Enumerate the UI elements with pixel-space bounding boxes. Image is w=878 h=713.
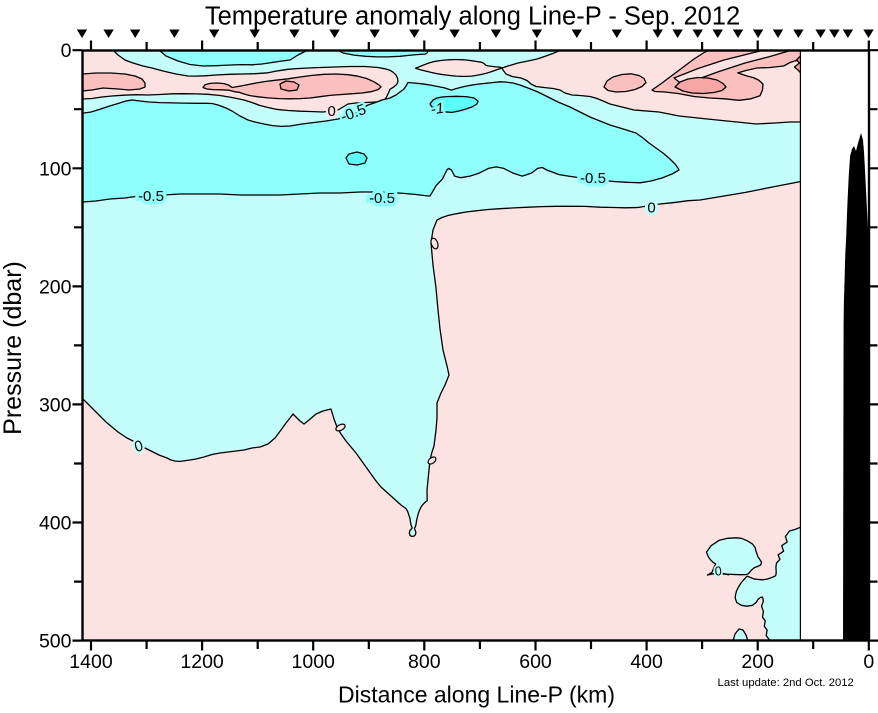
svg-text:200: 200 (741, 651, 774, 673)
svg-text:0: 0 (647, 200, 655, 217)
svg-text:0: 0 (712, 563, 723, 579)
svg-text:1000: 1000 (292, 651, 336, 673)
svg-text:500: 500 (39, 631, 72, 653)
svg-text:-0.5: -0.5 (369, 190, 395, 207)
svg-text:-0.5: -0.5 (138, 188, 164, 205)
svg-text:0: 0 (328, 103, 336, 120)
svg-text:1200: 1200 (180, 651, 224, 673)
svg-text:400: 400 (39, 513, 72, 535)
svg-text:800: 800 (408, 651, 441, 673)
svg-text:0: 0 (863, 651, 874, 673)
svg-text:-1: -1 (430, 100, 446, 119)
svg-text:200: 200 (39, 276, 72, 298)
svg-text:600: 600 (519, 651, 552, 673)
svg-text:Last update: 2nd Oct. 2012: Last update: 2nd Oct. 2012 (718, 677, 854, 689)
svg-text:100: 100 (39, 158, 72, 180)
svg-text:0: 0 (647, 200, 655, 217)
svg-text:300: 300 (39, 394, 72, 416)
svg-text:-0.5: -0.5 (580, 170, 606, 187)
svg-text:Pressure (dbar): Pressure (dbar) (0, 261, 27, 435)
svg-text:1400: 1400 (69, 651, 113, 673)
svg-text:0: 0 (328, 103, 336, 120)
svg-text:-0.5: -0.5 (580, 170, 606, 187)
svg-text:-1: -1 (430, 100, 446, 119)
svg-text:0: 0 (61, 40, 72, 62)
svg-text:Distance along Line-P (km): Distance along Line-P (km) (338, 682, 615, 708)
svg-text:400: 400 (630, 651, 663, 673)
svg-text:-0.5: -0.5 (138, 188, 164, 205)
svg-text:-0.5: -0.5 (369, 190, 395, 207)
svg-text:Temperature anomaly along Line: Temperature anomaly along Line-P - Sep. … (205, 2, 740, 30)
